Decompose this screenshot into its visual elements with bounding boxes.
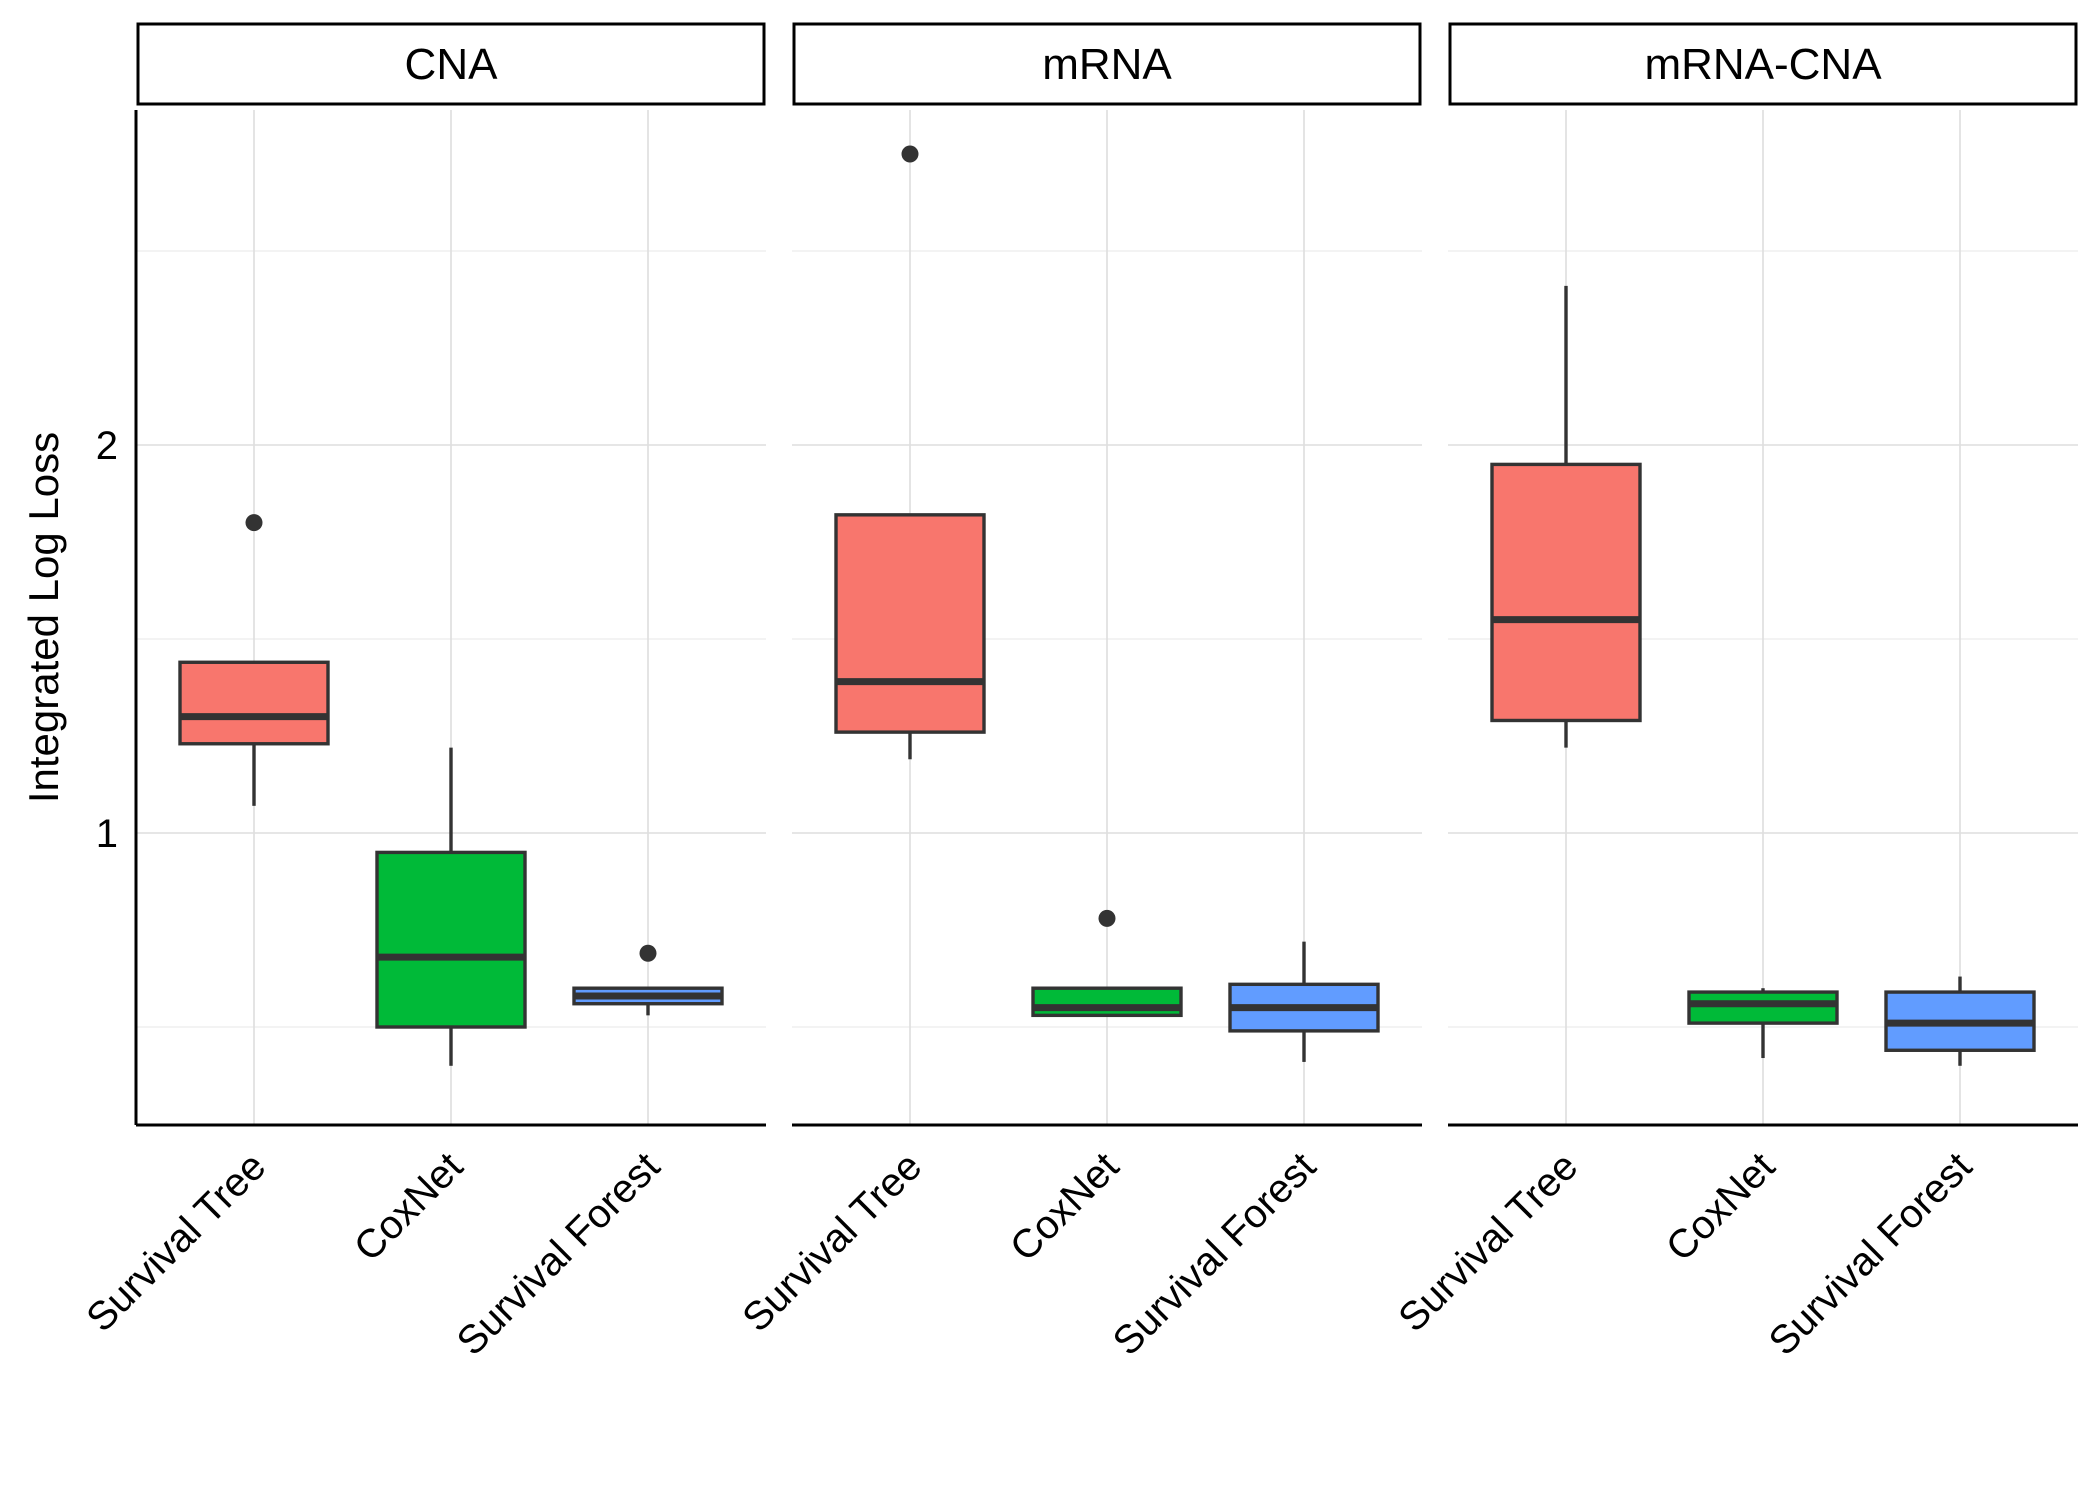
x-tick-label-coxnet: CoxNet bbox=[1002, 1144, 1127, 1269]
x-tick-label-survival-forest: Survival Forest bbox=[1761, 1144, 1981, 1364]
box-coxnet bbox=[1031, 986, 1183, 1018]
box-survival-tree bbox=[834, 513, 986, 734]
y-tick-label: 1 bbox=[96, 812, 118, 856]
facet-strip-label: mRNA-CNA bbox=[1644, 40, 1882, 89]
facet-strip-label: CNA bbox=[405, 40, 499, 89]
box-survival-tree bbox=[1490, 462, 1642, 723]
box-coxnet bbox=[375, 850, 527, 1029]
facet-strip bbox=[792, 22, 1422, 106]
x-tick-label-survival-forest: Survival Forest bbox=[1105, 1144, 1325, 1364]
y-tick-label: 2 bbox=[96, 424, 118, 468]
x-tick-label-survival-tree: Survival Tree bbox=[78, 1144, 274, 1340]
facet-strip bbox=[1448, 22, 2078, 106]
outlier-point-survival-tree bbox=[245, 514, 263, 532]
x-tick-label-coxnet: CoxNet bbox=[346, 1144, 471, 1269]
facet-strip bbox=[136, 22, 766, 106]
outlier-point-coxnet bbox=[1098, 909, 1116, 927]
facet-strip-label: mRNA bbox=[1042, 40, 1172, 89]
x-tick-label-survival-tree: Survival Tree bbox=[1390, 1144, 1586, 1340]
box-coxnet bbox=[1687, 990, 1839, 1025]
x-tick-label-survival-forest: Survival Forest bbox=[449, 1144, 669, 1364]
x-tick-label-coxnet: CoxNet bbox=[1658, 1144, 1783, 1269]
y-axis-title: Integrated Log Loss bbox=[20, 432, 67, 803]
box-survival-tree bbox=[178, 660, 330, 746]
outlier-point-survival-tree bbox=[901, 145, 919, 163]
outlier-point-survival-forest bbox=[639, 944, 657, 962]
x-tick-label-survival-tree: Survival Tree bbox=[734, 1144, 930, 1340]
